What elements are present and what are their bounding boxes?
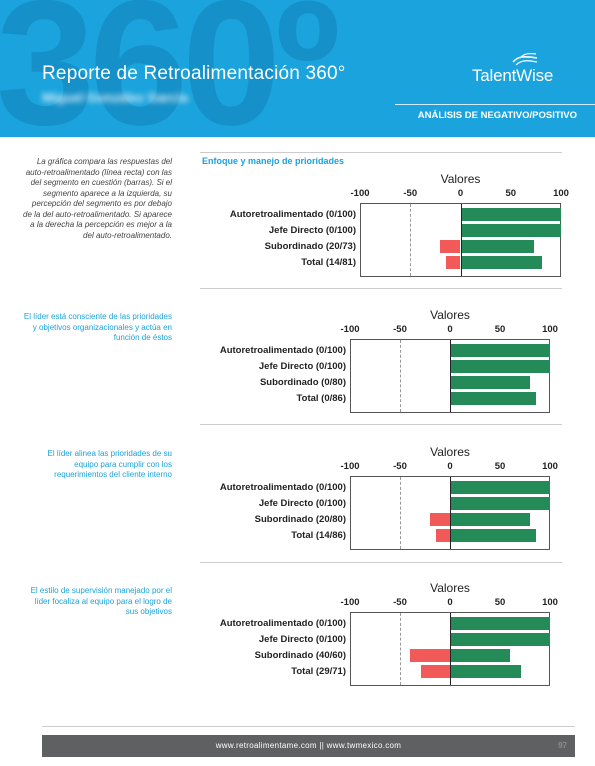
section-separator (200, 152, 562, 153)
category-label: Autoretroalimentado (0/100) (219, 618, 346, 629)
x-tick-label: 100 (553, 188, 569, 199)
positive-bar (450, 617, 550, 630)
positive-bar (450, 497, 550, 510)
positive-bar (460, 208, 561, 221)
positive-bar (450, 633, 550, 646)
block-title: Enfoque y manejo de prioridades (202, 156, 345, 166)
positive-bar (450, 360, 550, 373)
category-label: Autoretroalimentado (0/100) (219, 482, 346, 493)
negative-bar (410, 649, 450, 662)
gridline-minus-50 (410, 204, 412, 276)
chart-title: Valores (430, 308, 470, 322)
x-tick-label: 100 (542, 324, 558, 335)
positive-bar (460, 224, 561, 237)
category-label: Total (0/86) (296, 393, 346, 404)
negative-bar (446, 256, 461, 269)
x-tick-label: 0 (457, 188, 464, 199)
x-tick-label: 50 (494, 597, 506, 608)
zero-line (450, 477, 451, 549)
report-header: 360º Reporte de Retroalimentación 360° M… (0, 0, 595, 137)
zero-line (460, 204, 462, 276)
positive-bar (450, 481, 550, 494)
header-divider (395, 104, 595, 105)
positive-bar (450, 665, 521, 678)
gridline-minus-50 (400, 477, 401, 549)
x-tick-label: 0 (447, 597, 453, 608)
category-label: Jefe Directo (0/100) (268, 225, 356, 236)
talentwise-logo: TalentWise (472, 52, 578, 92)
page-number: 97 (558, 741, 567, 750)
wave-logo-icon (512, 52, 538, 66)
category-label: Jefe Directo (0/100) (258, 498, 346, 509)
x-tick-label: -100 (340, 324, 360, 335)
category-label: Subordinado (40/60) (254, 650, 346, 661)
header-background-number: 360º (0, 0, 340, 137)
x-tick-label: -50 (393, 324, 407, 335)
category-label: Autoretroalimentado (0/100) (219, 345, 346, 356)
logo-text: TalentWise (472, 66, 554, 85)
x-tick-label: -50 (393, 597, 407, 608)
x-tick-label: 50 (494, 461, 506, 472)
intro-description: La gráfica compara las respuestas del au… (23, 157, 172, 240)
page-footer: www.retroalimentame.com || www.twmexico.… (42, 735, 575, 757)
gridline-minus-50 (400, 340, 401, 412)
positive-bar (450, 529, 536, 542)
chart-title: Valores (430, 581, 470, 595)
person-name-blurred: Miguel González García (42, 90, 188, 105)
footer-links: www.retroalimentame.com || www.twmexico.… (215, 741, 402, 750)
section-label: ANÁLISIS DE NEGATIVO/POSITIVO (417, 110, 577, 121)
x-tick-label: 0 (447, 324, 453, 335)
chart-title: Valores (440, 172, 481, 186)
category-label: Total (14/86) (291, 530, 346, 541)
positive-bar (450, 513, 530, 526)
positive-bar (460, 256, 542, 269)
question-1-text: El líder está consciente de las priorida… (23, 312, 172, 343)
x-tick-label: -100 (340, 597, 360, 608)
positive-bar (460, 240, 534, 253)
question-3-text: El estilo de supervisión manejado por el… (30, 586, 172, 617)
section-separator (200, 562, 562, 563)
question-2-text: El líder alinea las prioridades de su eq… (47, 449, 172, 480)
chart-title: Valores (430, 445, 470, 459)
x-tick-label: 0 (447, 461, 453, 472)
category-label: Jefe Directo (0/100) (258, 361, 346, 372)
x-tick-label: -50 (403, 188, 418, 199)
x-tick-label: -100 (350, 188, 370, 199)
positive-bar (450, 392, 536, 405)
category-label: Total (29/71) (291, 666, 346, 677)
x-tick-label: 100 (542, 461, 558, 472)
section-separator (200, 288, 562, 289)
x-tick-label: 50 (505, 188, 517, 199)
x-tick-label: 50 (494, 324, 506, 335)
zero-line (450, 340, 451, 412)
category-label: Total (14/81) (301, 257, 356, 268)
category-label: Subordinado (0/80) (259, 377, 346, 388)
category-label: Jefe Directo (0/100) (258, 634, 346, 645)
x-tick-label: -50 (393, 461, 407, 472)
category-label: Subordinado (20/73) (264, 241, 356, 252)
positive-bar (450, 344, 550, 357)
x-tick-label: 100 (542, 597, 558, 608)
negative-bar (430, 513, 450, 526)
negative-bar (421, 665, 450, 678)
positive-bar (450, 376, 530, 389)
category-label: Subordinado (20/80) (254, 514, 346, 525)
zero-line (450, 613, 451, 685)
report-title: Reporte de Retroalimentación 360° (42, 63, 346, 84)
category-label: Autoretroalimentado (0/100) (229, 209, 356, 220)
x-tick-label: -100 (340, 461, 360, 472)
gridline-minus-50 (400, 613, 401, 685)
negative-bar (440, 240, 461, 253)
footer-rule (42, 726, 575, 727)
section-separator (200, 424, 562, 425)
positive-bar (450, 649, 510, 662)
negative-bar (436, 529, 450, 542)
